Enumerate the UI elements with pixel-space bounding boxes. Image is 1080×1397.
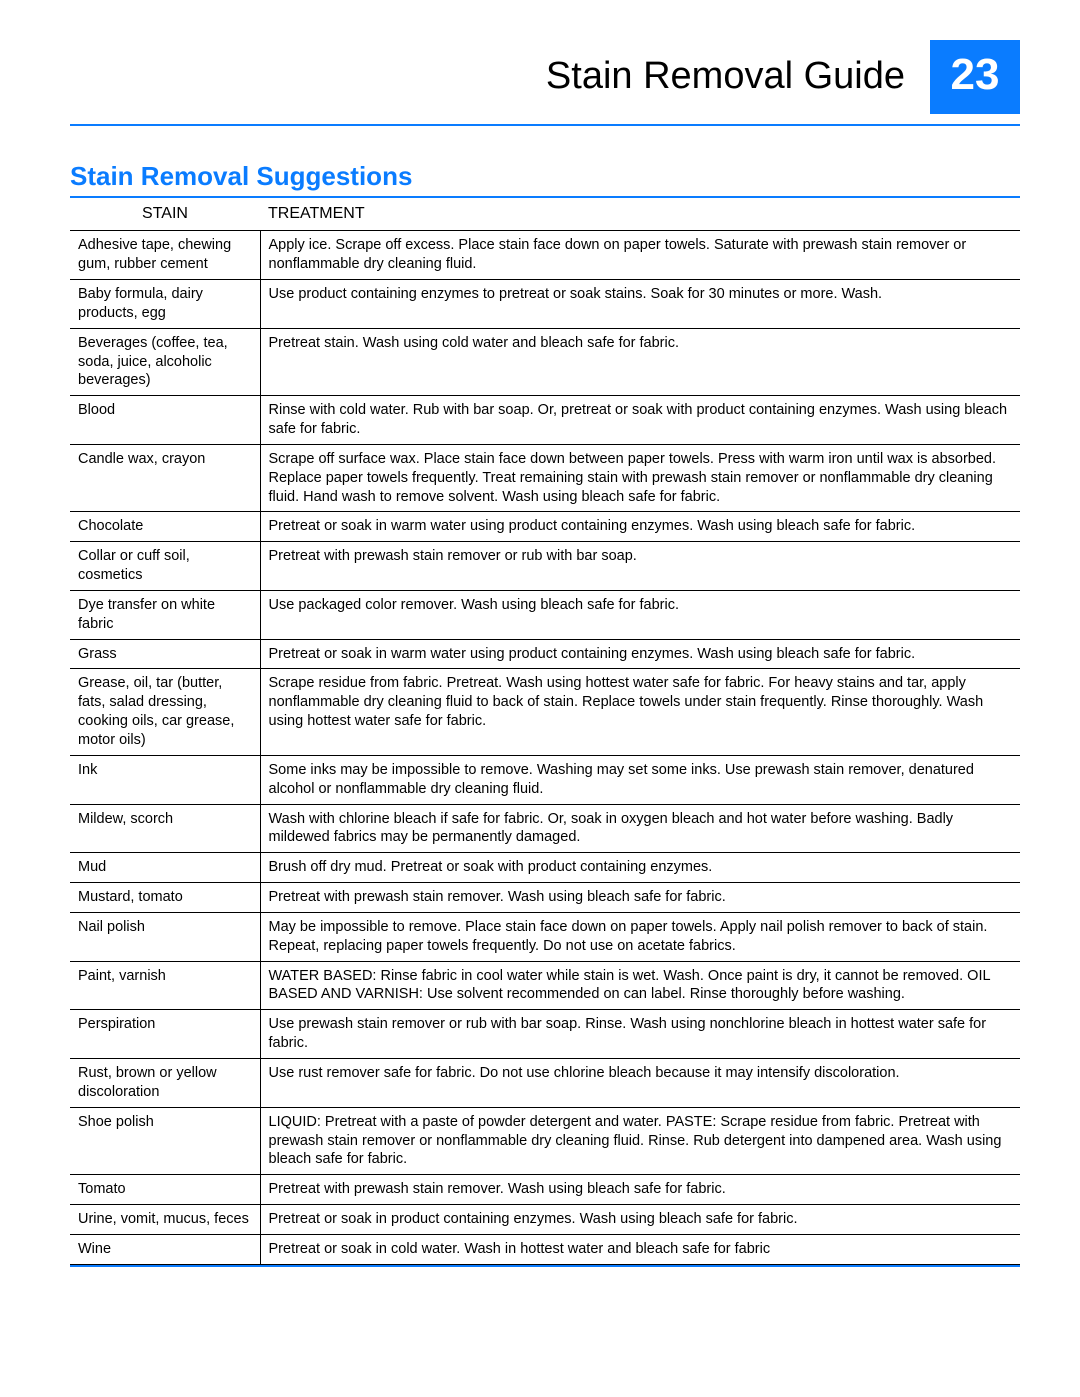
stain-cell: Grease, oil, tar (butter, fats, salad dr… (70, 669, 260, 755)
table-row: Rust, brown or yellow discolorationUse r… (70, 1058, 1020, 1107)
table-row: Collar or cuff soil, cosmeticsPretreat w… (70, 542, 1020, 591)
table-row: BloodRinse with cold water. Rub with bar… (70, 396, 1020, 445)
table-row: Nail polishMay be impossible to remove. … (70, 912, 1020, 961)
stain-cell: Perspiration (70, 1010, 260, 1059)
stain-cell: Urine, vomit, mucus, feces (70, 1205, 260, 1235)
treatment-cell: Pretreat or soak in warm water using pro… (260, 512, 1020, 542)
treatment-cell: Pretreat stain. Wash using cold water an… (260, 328, 1020, 396)
table-row: Baby formula, dairy products, eggUse pro… (70, 279, 1020, 328)
stain-cell: Tomato (70, 1175, 260, 1205)
column-header-stain: STAIN (70, 198, 260, 231)
stain-table: STAIN TREATMENT Adhesive tape, chewing g… (70, 198, 1020, 1265)
table-row: MudBrush off dry mud. Pretreat or soak w… (70, 853, 1020, 883)
stain-cell: Collar or cuff soil, cosmetics (70, 542, 260, 591)
column-header-treatment: TREATMENT (260, 198, 1020, 231)
stain-cell: Candle wax, crayon (70, 444, 260, 512)
treatment-cell: Wash with chlorine bleach if safe for fa… (260, 804, 1020, 853)
treatment-cell: Rinse with cold water. Rub with bar soap… (260, 396, 1020, 445)
treatment-cell: Pretreat with prewash stain remover. Was… (260, 1175, 1020, 1205)
stain-cell: Ink (70, 755, 260, 804)
treatment-cell: Pretreat or soak in product containing e… (260, 1205, 1020, 1235)
page-title: Stain Removal Guide (70, 40, 930, 114)
treatment-cell: WATER BASED: Rinse fabric in cool water … (260, 961, 1020, 1010)
treatment-cell: Apply ice. Scrape off excess. Place stai… (260, 231, 1020, 280)
treatment-cell: Use prewash stain remover or rub with ba… (260, 1010, 1020, 1059)
table-row: Shoe polishLIQUID: Pretreat with a paste… (70, 1107, 1020, 1175)
page-number: 23 (930, 40, 1020, 114)
table-row: Beverages (coffee, tea, soda, juice, alc… (70, 328, 1020, 396)
table-header-row: STAIN TREATMENT (70, 198, 1020, 231)
stain-cell: Grass (70, 639, 260, 669)
header-underline (70, 124, 1020, 126)
table-row: ChocolatePretreat or soak in warm water … (70, 512, 1020, 542)
treatment-cell: Pretreat or soak in warm water using pro… (260, 639, 1020, 669)
table-row: Mildew, scorchWash with chlorine bleach … (70, 804, 1020, 853)
treatment-cell: LIQUID: Pretreat with a paste of powder … (260, 1107, 1020, 1175)
stain-cell: Shoe polish (70, 1107, 260, 1175)
stain-cell: Mud (70, 853, 260, 883)
treatment-cell: Brush off dry mud. Pretreat or soak with… (260, 853, 1020, 883)
table-row: Candle wax, crayonScrape off surface wax… (70, 444, 1020, 512)
stain-cell: Paint, varnish (70, 961, 260, 1010)
section-title: Stain Removal Suggestions (70, 161, 1020, 192)
stain-cell: Beverages (coffee, tea, soda, juice, alc… (70, 328, 260, 396)
stain-cell: Adhesive tape, chewing gum, rubber cemen… (70, 231, 260, 280)
treatment-cell: Use packaged color remover. Wash using b… (260, 590, 1020, 639)
table-row: Adhesive tape, chewing gum, rubber cemen… (70, 231, 1020, 280)
treatment-cell: Use product containing enzymes to pretre… (260, 279, 1020, 328)
table-row: InkSome inks may be impossible to remove… (70, 755, 1020, 804)
treatment-cell: Pretreat with prewash stain remover or r… (260, 542, 1020, 591)
table-row: GrassPretreat or soak in warm water usin… (70, 639, 1020, 669)
stain-cell: Wine (70, 1234, 260, 1264)
page-header: Stain Removal Guide 23 (70, 40, 1020, 114)
table-row: TomatoPretreat with prewash stain remove… (70, 1175, 1020, 1205)
stain-cell: Dye transfer on white fabric (70, 590, 260, 639)
table-row: Paint, varnishWATER BASED: Rinse fabric … (70, 961, 1020, 1010)
treatment-cell: Some inks may be impossible to remove. W… (260, 755, 1020, 804)
treatment-cell: Pretreat or soak in cold water. Wash in … (260, 1234, 1020, 1264)
stain-cell: Chocolate (70, 512, 260, 542)
stain-cell: Blood (70, 396, 260, 445)
footer-underline (70, 1265, 1020, 1267)
treatment-cell: Scrape off surface wax. Place stain face… (260, 444, 1020, 512)
stain-cell: Baby formula, dairy products, egg (70, 279, 260, 328)
treatment-cell: Scrape residue from fabric. Pretreat. Wa… (260, 669, 1020, 755)
table-row: WinePretreat or soak in cold water. Wash… (70, 1234, 1020, 1264)
stain-cell: Mustard, tomato (70, 883, 260, 913)
treatment-cell: Pretreat with prewash stain remover. Was… (260, 883, 1020, 913)
stain-cell: Nail polish (70, 912, 260, 961)
table-row: Urine, vomit, mucus, fecesPretreat or so… (70, 1205, 1020, 1235)
table-row: Grease, oil, tar (butter, fats, salad dr… (70, 669, 1020, 755)
treatment-cell: Use rust remover safe for fabric. Do not… (260, 1058, 1020, 1107)
table-row: Dye transfer on white fabricUse packaged… (70, 590, 1020, 639)
table-row: Mustard, tomatoPretreat with prewash sta… (70, 883, 1020, 913)
stain-cell: Mildew, scorch (70, 804, 260, 853)
table-row: PerspirationUse prewash stain remover or… (70, 1010, 1020, 1059)
stain-cell: Rust, brown or yellow discoloration (70, 1058, 260, 1107)
treatment-cell: May be impossible to remove. Place stain… (260, 912, 1020, 961)
